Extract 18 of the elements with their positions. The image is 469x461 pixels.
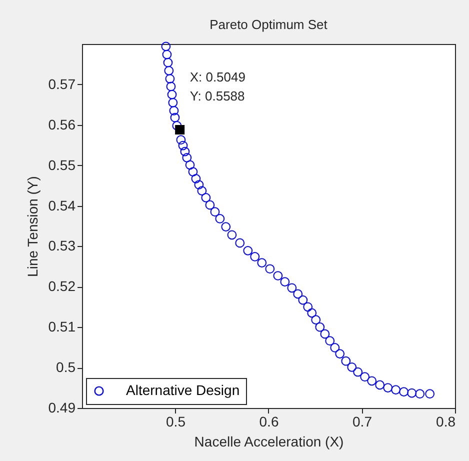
y-tick-label: 0.5 [56,359,76,376]
y-axis-title: Line Tension (Y) [24,176,40,277]
legend-label: Alternative Design [126,382,240,398]
x-tick-label: 0.5 [166,414,186,430]
x-tick-label: 0.8 [436,414,456,430]
annotation: X: 0.5049 Y: 0.5588 [190,70,246,104]
y-tick-label: 0.55 [48,156,76,173]
y-tick-label: 0.52 [48,278,76,294]
x-tick-label: 0.7 [352,414,372,430]
y-tick-label: 0.56 [48,116,76,132]
y-tick-label: 0.57 [48,76,76,92]
y-tick-label: 0.53 [48,238,76,254]
x-tick-label: 0.6 [259,414,279,430]
y-tick-label: 0.49 [48,400,76,416]
x-axis-title: Nacelle Acceleration (X) [194,434,344,450]
y-tick-label: 0.51 [48,318,76,335]
chart-title: Pareto Optimum Set [210,17,328,32]
y-tick-label: 0.54 [48,197,76,214]
